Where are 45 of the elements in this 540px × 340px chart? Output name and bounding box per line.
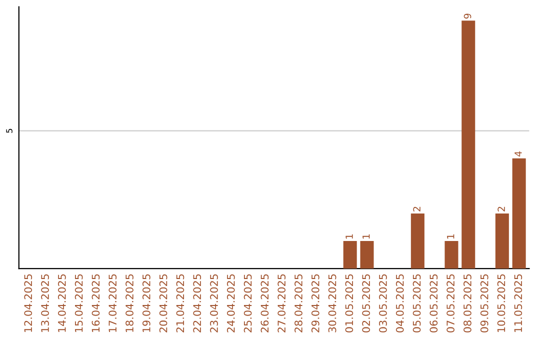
x-tick-label: 10.05.2025 — [497, 274, 506, 332]
y-tick-label: 5 — [6, 128, 12, 133]
x-tick-label: 30.04.2025 — [328, 274, 336, 332]
data-label: 1 — [447, 234, 454, 239]
x-tick-label: 03.05.2025 — [379, 274, 387, 332]
x-tick-label: 16.04.2025 — [92, 274, 100, 332]
x-tick-label: 18.04.2025 — [126, 274, 134, 332]
bar — [495, 213, 509, 269]
x-tick-label: 20.04.2025 — [159, 274, 168, 332]
data-label: 1 — [346, 234, 353, 239]
x-tick-label: 21.04.2025 — [176, 274, 184, 332]
x-tick-label: 17.04.2025 — [108, 274, 117, 332]
x-tick-label: 29.04.2025 — [311, 274, 320, 332]
x-tick-label: 12.04.2025 — [24, 274, 32, 332]
x-tick-label: 23.04.2025 — [210, 274, 218, 332]
x-tick-label: 09.05.2025 — [480, 274, 488, 332]
data-label: 4 — [514, 151, 522, 157]
bar — [410, 213, 424, 269]
x-tick-label: 13.04.2025 — [41, 274, 49, 332]
x-tick-label: 06.05.2025 — [430, 274, 438, 332]
x-tick-label: 04.05.2025 — [396, 274, 404, 332]
x-tick-label: 05.05.2025 — [412, 274, 421, 332]
bar — [343, 241, 357, 269]
x-tick-label: 15.04.2025 — [74, 274, 83, 332]
bar — [360, 241, 374, 269]
bar — [512, 158, 526, 269]
x-tick-label: 19.04.2025 — [142, 274, 150, 332]
data-label: 9 — [464, 14, 472, 19]
bar — [444, 241, 458, 269]
x-tick-label: 27.04.2025 — [278, 274, 286, 332]
data-label: 2 — [413, 206, 420, 212]
data-label: 2 — [498, 206, 505, 212]
x-tick-label: 01.05.2025 — [345, 274, 354, 332]
x-tick-label: 14.04.2025 — [58, 274, 66, 332]
x-tick-label: 11.05.2025 — [514, 274, 522, 332]
bar — [462, 20, 476, 269]
x-tick-label: 24.04.2025 — [226, 274, 235, 332]
x-tick-label: 08.05.2025 — [464, 274, 472, 332]
x-tick-label: 02.05.2025 — [362, 274, 370, 332]
data-label: 1 — [362, 234, 370, 239]
x-tick-label: 26.04.2025 — [260, 274, 269, 332]
x-tick-label: 22.04.2025 — [193, 274, 202, 332]
x-tick-label: 25.04.2025 — [244, 274, 252, 332]
x-tick-label: 28.04.2025 — [294, 274, 302, 332]
x-tick-label: 07.05.2025 — [446, 274, 454, 332]
